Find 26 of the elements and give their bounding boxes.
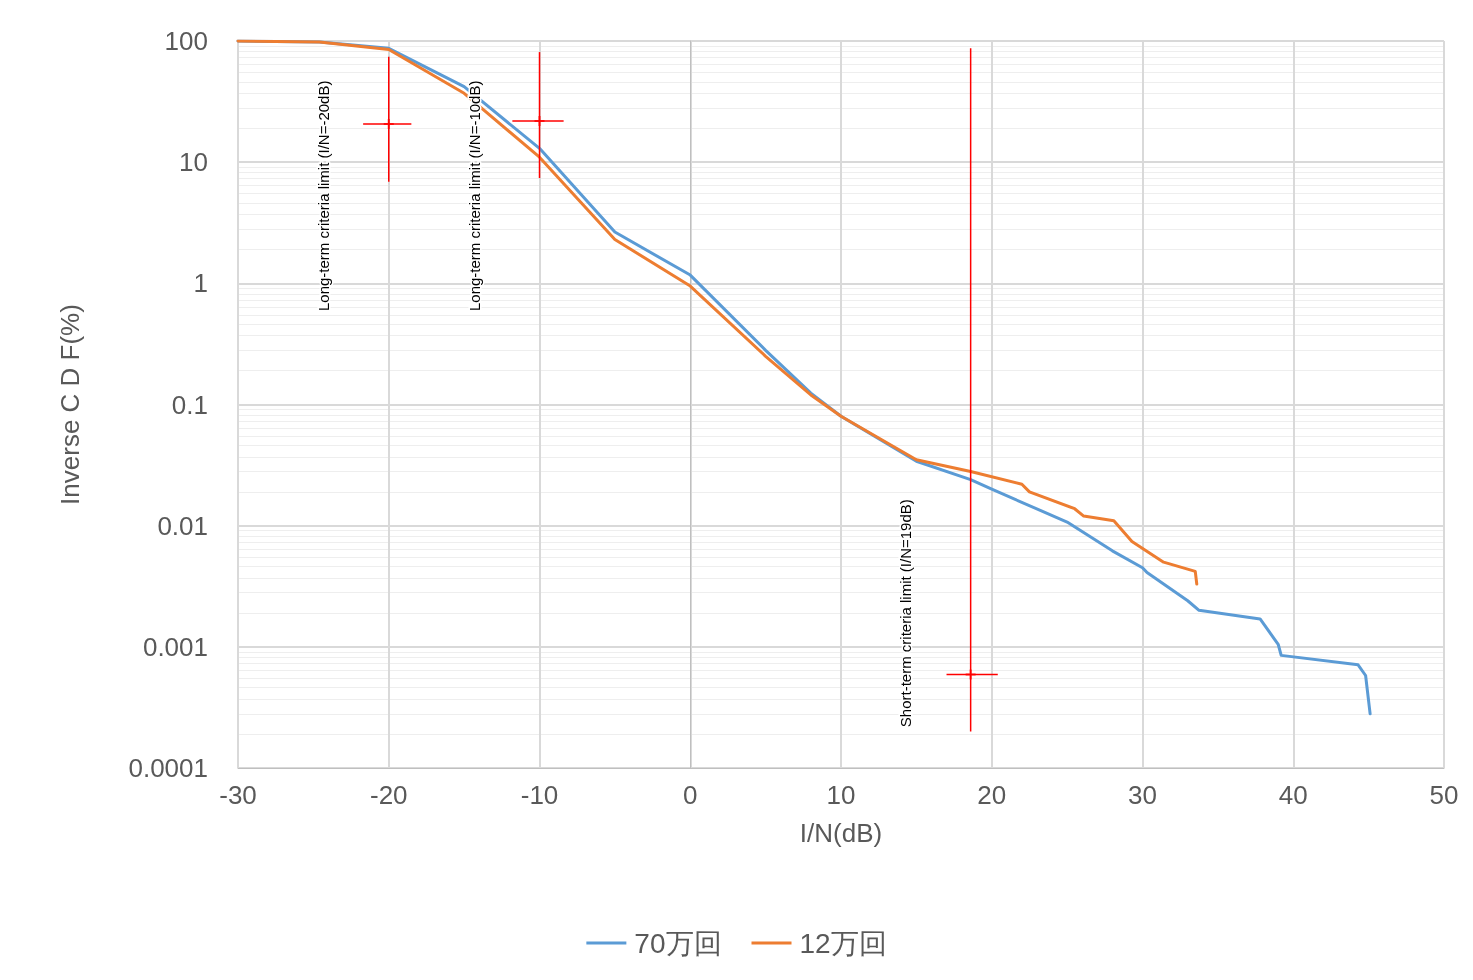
point (534, 115, 545, 126)
x-tick-label: -30 (219, 780, 257, 810)
y-tick-label: 10 (179, 147, 208, 178)
y-tick-label: 0.1 (171, 389, 208, 420)
annotation: Long-term criteria limit (I/N=-10dB) (465, 80, 483, 312)
x-tick-label: 50 (1429, 780, 1459, 810)
x-tick-label: 10 (826, 780, 856, 810)
y-tick-label: 0.01 (157, 510, 208, 541)
legend-label: 70万回 (634, 927, 722, 959)
point (383, 118, 394, 129)
x-tick-label: 30 (1128, 780, 1157, 810)
annotation: Long-term criteria limit (I/N=-20dB) (314, 80, 332, 312)
x-tick-label: 0 (683, 780, 698, 810)
point (965, 669, 976, 680)
y-tick-label: 0.0001 (128, 753, 208, 783)
x-axis-title: I/N(dB) (799, 818, 883, 848)
y-tick-label: 1 (193, 268, 208, 299)
y-axis-title: Inverse C D F(%) (55, 304, 85, 505)
x-tick-label: -10 (520, 780, 559, 810)
x-tick-label: 20 (977, 780, 1007, 810)
y-tick-label: 0.001 (142, 631, 208, 662)
annotation: Short-term criteria limit (I/N=19dB) (896, 499, 914, 728)
x-tick-label: 40 (1278, 780, 1308, 810)
legend-label: 12万回 (799, 927, 887, 959)
y-tick-label: 100 (164, 26, 208, 56)
x-tick-label: -20 (369, 780, 408, 810)
